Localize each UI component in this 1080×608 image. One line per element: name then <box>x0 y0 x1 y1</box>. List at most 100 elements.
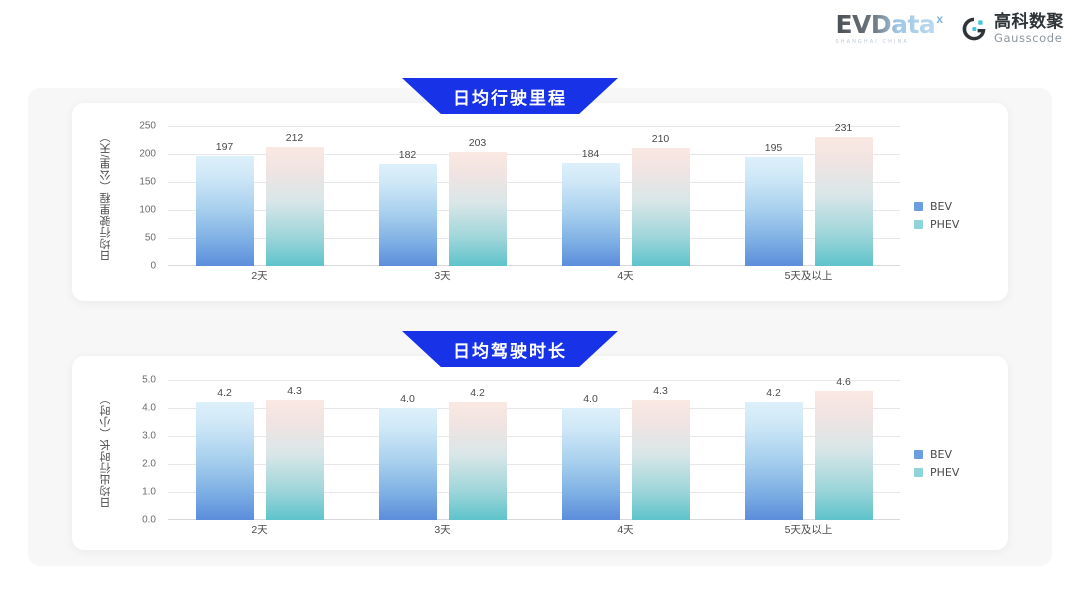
section-banner-duration: 日均驾驶时长 <box>402 331 618 367</box>
chart1-xtick: 2天 <box>251 270 268 282</box>
chart2-bar-value: 4.2 <box>470 387 485 399</box>
chart1-y-axis-label: 日均行驶里程（公里/天） <box>100 130 112 262</box>
chart2-bar-bev[interactable]: 4.2 <box>195 380 254 520</box>
chart2-bar-phev[interactable]: 4.3 <box>265 380 324 520</box>
chart1-bar-bev[interactable]: 182 <box>378 126 437 266</box>
chart1-bar-fill-phev <box>448 152 507 266</box>
chart2-bar-bev[interactable]: 4.0 <box>561 380 620 520</box>
chart1-bar-value: 184 <box>581 148 600 160</box>
gausscode-chinese-name: 高科数聚 <box>994 11 1064 31</box>
chart2-gridline <box>168 436 900 437</box>
chart1-bar-phev[interactable]: 210 <box>631 126 690 266</box>
chart2-legend: BEV PHEV <box>914 448 959 479</box>
gausscode-logo: 高科数聚 Gausscode <box>961 13 1064 45</box>
chart1-gridline <box>168 210 900 211</box>
chart1-x-axis-labels: 2天 3天 4天 5天及以上 <box>168 268 900 283</box>
chart2-group: 4.0 4.3 <box>534 380 717 520</box>
chart1-bar-fill-phev <box>265 147 324 266</box>
chart1-group: 197 212 <box>168 126 351 266</box>
chart2-plot-area: 4.2 4.3 4.0 4.2 <box>168 376 900 520</box>
chart2-group: 4.2 4.6 <box>717 376 900 520</box>
section-banner-mileage: 日均行驶里程 <box>402 78 618 114</box>
logo-group: EVData x SHANGHAI CHINA 高科数聚 Gausscode <box>835 12 1064 45</box>
chart1-bar-groups: 197 212 182 203 <box>168 122 900 266</box>
chart1-bar-fill-bev <box>744 157 803 266</box>
chart2-bar-groups: 4.2 4.3 4.0 4.2 <box>168 376 900 520</box>
chart2-bar-phev[interactable]: 4.3 <box>631 380 690 520</box>
chart1-legend-label-bev: BEV <box>930 200 953 213</box>
chart-daily-driving-duration: 日均出行时长（小时） 5.0 4.0 3.0 2.0 1.0 0.0 4.2 4 <box>100 375 900 538</box>
chart2-bar-value: 4.0 <box>583 393 598 405</box>
chart2-y-axis-label: 日均出行时长（小时） <box>100 392 112 508</box>
evdata-logo-text: EVData <box>835 10 936 39</box>
chart1-legend-item-phev[interactable]: PHEV <box>914 218 959 231</box>
chart2-x-axis-labels: 2天 3天 4天 5天及以上 <box>168 522 900 537</box>
chart2-bar-fill-bev <box>195 402 254 520</box>
legend-swatch-bev-icon <box>914 202 923 211</box>
chart1-bar-value: 212 <box>285 132 304 144</box>
chart2-group: 4.0 4.2 <box>351 380 534 520</box>
chart1-legend-label-phev: PHEV <box>930 218 960 231</box>
chart1-gridline <box>168 182 900 183</box>
chart2-bar-fill-phev <box>631 400 690 520</box>
gausscode-mark-icon <box>961 16 987 42</box>
chart2-gridline <box>168 380 900 381</box>
chart1-bar-phev[interactable]: 231 <box>814 122 873 266</box>
chart2-bar-fill-phev <box>814 391 873 520</box>
chart1-bar-bev[interactable]: 184 <box>561 126 620 266</box>
chart1-xtick: 5天及以上 <box>784 270 833 282</box>
chart2-ytick: 4.0 <box>142 402 156 414</box>
chart1-legend-item-bev[interactable]: BEV <box>914 200 959 213</box>
evdata-logo-wordmark-row: EVData x <box>835 12 943 37</box>
chart2-xtick: 4天 <box>617 524 634 536</box>
chart2-bar-fill-phev <box>448 402 507 520</box>
chart1-xtick: 4天 <box>617 270 634 282</box>
chart1-bar-fill-bev <box>378 164 437 266</box>
chart2-xtick: 5天及以上 <box>784 524 833 536</box>
chart2-x-axis-line <box>168 519 900 520</box>
legend-swatch-phev-icon <box>914 468 923 477</box>
chart1-ytick: 50 <box>144 232 156 244</box>
chart1-bar-phev[interactable]: 203 <box>448 126 507 266</box>
chart2-bar-phev[interactable]: 4.6 <box>814 376 873 520</box>
chart2-ytick: 1.0 <box>142 486 156 498</box>
chart1-ytick: 200 <box>139 148 156 160</box>
chart1-bar-value: 203 <box>468 137 487 149</box>
chart2-bar-fill-bev <box>744 402 803 520</box>
chart1-bar-fill-phev <box>814 137 873 266</box>
chart2-bar-fill-phev <box>265 400 324 520</box>
chart1-group: 184 210 <box>534 126 717 266</box>
chart2-gridline <box>168 492 900 493</box>
chart2-xtick: 2天 <box>251 524 268 536</box>
chart2-bar-value: 4.3 <box>653 385 668 397</box>
chart-daily-mileage: 日均行驶里程（公里/天） 250 200 150 100 50 0 197 21 <box>100 121 900 286</box>
chart1-bar-bev[interactable]: 195 <box>744 126 803 266</box>
chart2-bar-fill-bev <box>378 408 437 520</box>
chart1-ytick: 100 <box>139 204 156 216</box>
chart2-bar-bev[interactable]: 4.0 <box>378 380 437 520</box>
chart2-bar-value: 4.2 <box>217 387 232 399</box>
chart2-group: 4.2 4.3 <box>168 380 351 520</box>
chart2-legend-item-bev[interactable]: BEV <box>914 448 959 461</box>
chart2-ytick: 0.0 <box>142 514 156 526</box>
section-banner-duration-title: 日均驾驶时长 <box>453 341 567 361</box>
chart1-y-axis-ticks: 250 200 150 100 50 0 <box>118 121 162 272</box>
chart1-bar-phev[interactable]: 212 <box>265 126 324 266</box>
chart2-gridline <box>168 408 900 409</box>
chart2-bar-phev[interactable]: 4.2 <box>448 380 507 520</box>
chart2-y-axis-ticks: 5.0 4.0 3.0 2.0 1.0 0.0 <box>118 375 162 526</box>
chart2-bar-bev[interactable]: 4.2 <box>744 380 803 520</box>
chart1-bar-fill-phev <box>631 148 690 266</box>
chart1-ytick: 0 <box>150 260 156 272</box>
chart2-legend-item-phev[interactable]: PHEV <box>914 466 959 479</box>
chart1-gridline <box>168 238 900 239</box>
chart1-bar-value: 182 <box>398 149 417 161</box>
chart2-ytick: 5.0 <box>142 374 156 386</box>
chart1-bar-value: 231 <box>834 122 853 134</box>
chart1-plot-area: 197 212 182 203 <box>168 122 900 266</box>
gausscode-text-block: 高科数聚 Gausscode <box>994 13 1064 45</box>
chart1-bar-fill-bev <box>195 156 254 266</box>
gausscode-english-name: Gausscode <box>994 30 1063 45</box>
chart1-bar-bev[interactable]: 197 <box>195 126 254 266</box>
chart1-group: 195 231 <box>717 122 900 266</box>
